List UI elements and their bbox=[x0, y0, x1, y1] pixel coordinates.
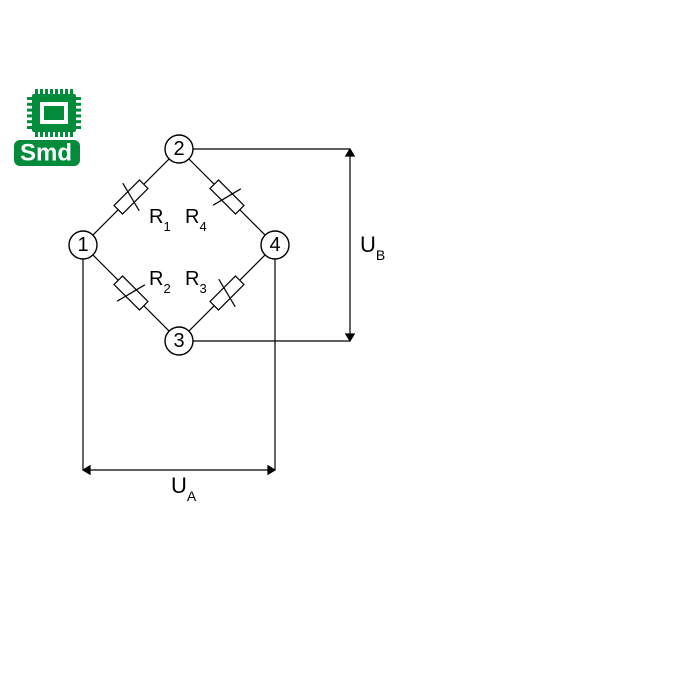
wire bbox=[93, 255, 118, 280]
wire bbox=[240, 210, 265, 235]
resistor-label-r2: R2 bbox=[149, 268, 171, 296]
dimension-arrowhead bbox=[268, 466, 275, 474]
dimension-label-ub: UB bbox=[360, 232, 385, 263]
wire bbox=[189, 306, 214, 331]
dimension-arrowhead bbox=[83, 466, 90, 474]
dimension-arrowhead bbox=[346, 149, 354, 156]
node-label-3: 3 bbox=[173, 330, 184, 352]
wire bbox=[189, 159, 214, 184]
dimension-arrowhead bbox=[346, 334, 354, 341]
dimension-label-ua: UA bbox=[171, 473, 197, 504]
resistor-label-r1: R1 bbox=[149, 206, 171, 234]
node-label-1: 1 bbox=[77, 234, 88, 256]
wire bbox=[240, 255, 265, 280]
resistor-label-r3: R3 bbox=[185, 268, 207, 296]
brand-logo-text: Smd bbox=[20, 140, 72, 167]
node-label-2: 2 bbox=[173, 138, 184, 160]
wire bbox=[144, 159, 169, 184]
wire bbox=[144, 306, 169, 331]
resistor-label-r4: R4 bbox=[185, 206, 207, 234]
brand-logo: Smd bbox=[14, 89, 81, 167]
wire bbox=[93, 210, 118, 235]
node-label-4: 4 bbox=[269, 234, 280, 256]
